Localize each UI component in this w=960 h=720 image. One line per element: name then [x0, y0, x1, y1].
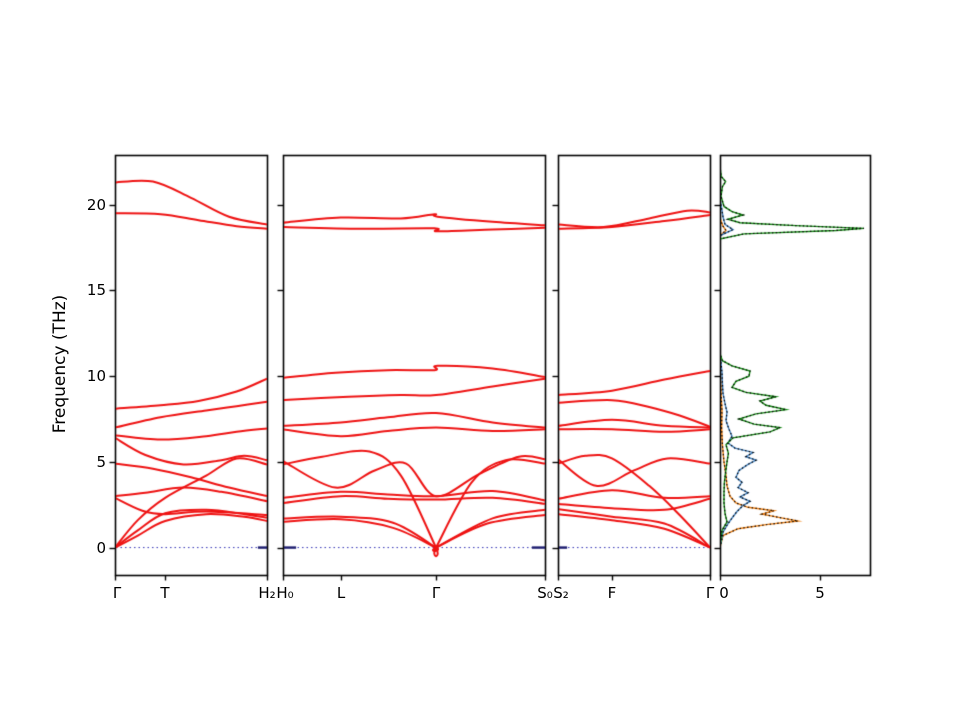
y-tick-15: 15: [86, 281, 106, 299]
x-tick-H0: H₀: [276, 584, 294, 602]
x-tick-gamma-2: Γ: [431, 584, 441, 602]
y-tick-20: 20: [86, 196, 106, 214]
x-tick-H2: H₂: [258, 584, 276, 602]
x-tick-gamma-3: Γ: [705, 584, 715, 602]
x-tick-S2: S₂: [553, 584, 569, 602]
x-tick-dos-0: 0: [719, 584, 729, 602]
x-tick-dos-5: 5: [815, 584, 825, 602]
y-tick-10: 10: [86, 367, 106, 385]
y-tick-0: 0: [96, 539, 106, 557]
x-tick-S0: S₀: [537, 584, 553, 602]
x-tick-T: T: [160, 584, 170, 602]
y-axis-label: Frequency (THz): [50, 294, 70, 434]
x-tick-L: L: [336, 584, 346, 602]
x-tick-gamma-1: Γ: [112, 584, 122, 602]
x-tick-F: F: [607, 584, 617, 602]
y-tick-5: 5: [96, 453, 106, 471]
